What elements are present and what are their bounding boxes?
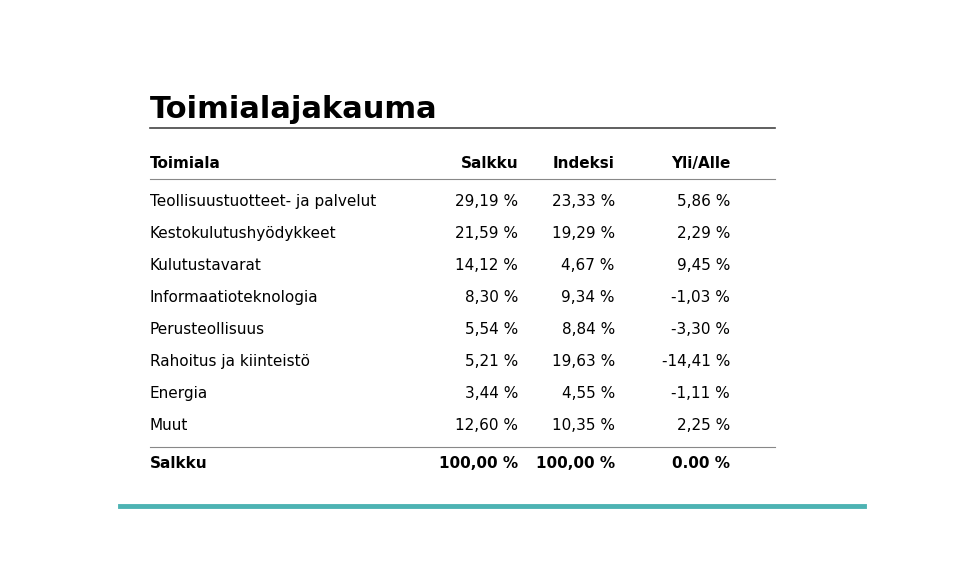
Text: Energia: Energia: [150, 387, 208, 401]
Text: -3,30 %: -3,30 %: [671, 322, 730, 337]
Text: 3,44 %: 3,44 %: [465, 387, 518, 401]
Text: Perusteollisuus: Perusteollisuus: [150, 322, 265, 337]
Text: 5,21 %: 5,21 %: [465, 354, 518, 369]
Text: Toimiala: Toimiala: [150, 156, 221, 171]
Text: Teollisuustuotteet- ja palvelut: Teollisuustuotteet- ja palvelut: [150, 194, 376, 209]
Text: 100,00 %: 100,00 %: [439, 456, 518, 471]
Text: 2,29 %: 2,29 %: [677, 226, 730, 241]
Text: -14,41 %: -14,41 %: [661, 354, 730, 369]
Text: -1,03 %: -1,03 %: [671, 290, 730, 305]
Text: 9,34 %: 9,34 %: [562, 290, 614, 305]
Text: 100,00 %: 100,00 %: [536, 456, 614, 471]
Text: Kulutustavarat: Kulutustavarat: [150, 258, 262, 273]
Text: Informaatioteknologia: Informaatioteknologia: [150, 290, 319, 305]
Text: 19,29 %: 19,29 %: [552, 226, 614, 241]
Text: Kestokulutushyödykkeet: Kestokulutushyödykkeet: [150, 226, 336, 241]
Text: Muut: Muut: [150, 419, 188, 433]
Text: 0.00 %: 0.00 %: [672, 456, 730, 471]
Text: Salkku: Salkku: [461, 156, 518, 171]
Text: 29,19 %: 29,19 %: [455, 194, 518, 209]
Text: 9,45 %: 9,45 %: [677, 258, 730, 273]
Text: Indeksi: Indeksi: [553, 156, 614, 171]
Text: 14,12 %: 14,12 %: [455, 258, 518, 273]
Text: Yli/Alle: Yli/Alle: [671, 156, 730, 171]
Text: 4,55 %: 4,55 %: [562, 387, 614, 401]
Text: 19,63 %: 19,63 %: [551, 354, 614, 369]
Text: 5,54 %: 5,54 %: [465, 322, 518, 337]
Text: 8,30 %: 8,30 %: [465, 290, 518, 305]
Text: -1,11 %: -1,11 %: [671, 387, 730, 401]
Text: Rahoitus ja kiinteistö: Rahoitus ja kiinteistö: [150, 354, 310, 369]
Text: 4,67 %: 4,67 %: [562, 258, 614, 273]
Text: Salkku: Salkku: [150, 456, 207, 471]
Text: Toimialajakauma: Toimialajakauma: [150, 95, 438, 124]
Text: 2,25 %: 2,25 %: [677, 419, 730, 433]
Text: 23,33 %: 23,33 %: [551, 194, 614, 209]
Text: 10,35 %: 10,35 %: [552, 419, 614, 433]
Text: 5,86 %: 5,86 %: [677, 194, 730, 209]
Text: 8,84 %: 8,84 %: [562, 322, 614, 337]
Text: 12,60 %: 12,60 %: [455, 419, 518, 433]
Text: 21,59 %: 21,59 %: [455, 226, 518, 241]
